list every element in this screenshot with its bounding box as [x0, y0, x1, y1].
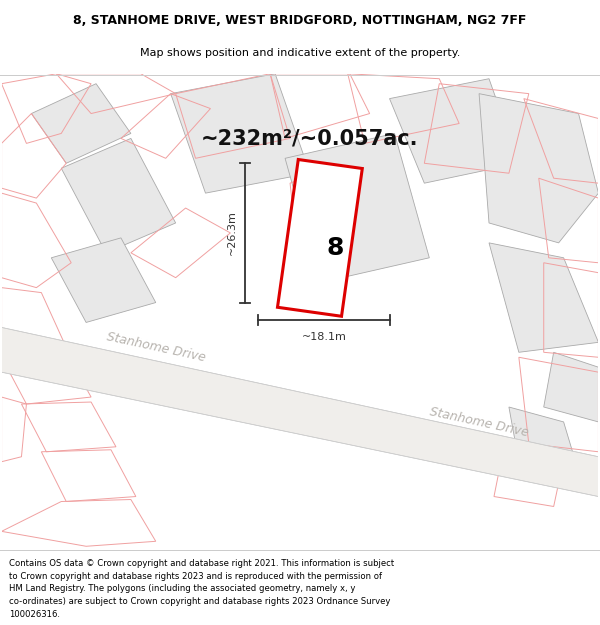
Polygon shape: [52, 238, 156, 322]
Text: Stanhome Drive: Stanhome Drive: [105, 330, 206, 364]
Polygon shape: [544, 352, 598, 422]
Text: ~232m²/~0.057ac.: ~232m²/~0.057ac.: [201, 128, 419, 148]
Text: HM Land Registry. The polygons (including the associated geometry, namely x, y: HM Land Registry. The polygons (includin…: [9, 584, 355, 594]
Text: 100026316.: 100026316.: [9, 610, 60, 619]
Polygon shape: [479, 94, 598, 243]
Polygon shape: [170, 74, 310, 193]
Text: to Crown copyright and database rights 2023 and is reproduced with the permissio: to Crown copyright and database rights 2…: [9, 571, 382, 581]
Polygon shape: [277, 159, 362, 316]
Text: 8: 8: [326, 236, 344, 260]
Text: ~26.3m: ~26.3m: [227, 211, 238, 256]
Polygon shape: [61, 138, 176, 252]
Text: co-ordinates) are subject to Crown copyright and database rights 2023 Ordnance S: co-ordinates) are subject to Crown copyr…: [9, 598, 391, 606]
Text: Stanhome Drive: Stanhome Drive: [428, 405, 530, 439]
Polygon shape: [2, 328, 598, 496]
Polygon shape: [489, 243, 598, 352]
Polygon shape: [389, 79, 519, 183]
Text: 8, STANHOME DRIVE, WEST BRIDGFORD, NOTTINGHAM, NG2 7FF: 8, STANHOME DRIVE, WEST BRIDGFORD, NOTTI…: [73, 14, 527, 27]
Text: ~18.1m: ~18.1m: [301, 332, 346, 342]
Polygon shape: [509, 407, 578, 472]
Polygon shape: [285, 133, 430, 282]
Text: Contains OS data © Crown copyright and database right 2021. This information is : Contains OS data © Crown copyright and d…: [9, 559, 394, 568]
Polygon shape: [31, 84, 131, 163]
Text: Map shows position and indicative extent of the property.: Map shows position and indicative extent…: [140, 48, 460, 58]
